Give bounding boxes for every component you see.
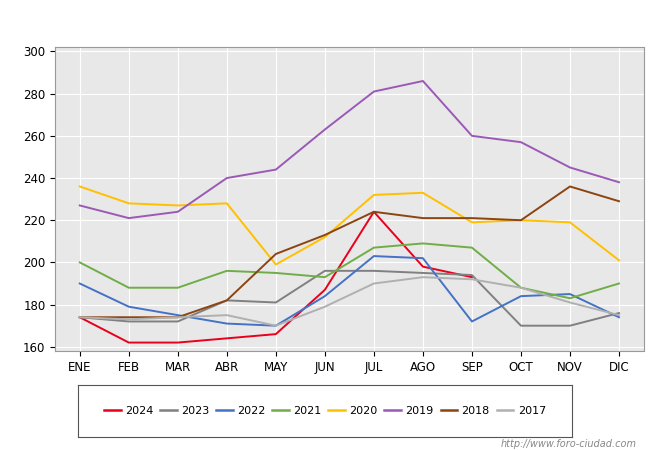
Legend: 2024, 2023, 2022, 2021, 2020, 2019, 2018, 2017: 2024, 2023, 2022, 2021, 2020, 2019, 2018…	[99, 401, 551, 420]
Text: Afiliados en Crémenes a 30/9/2024: Afiliados en Crémenes a 30/9/2024	[162, 14, 488, 33]
Text: http://www.foro-ciudad.com: http://www.foro-ciudad.com	[501, 439, 637, 449]
